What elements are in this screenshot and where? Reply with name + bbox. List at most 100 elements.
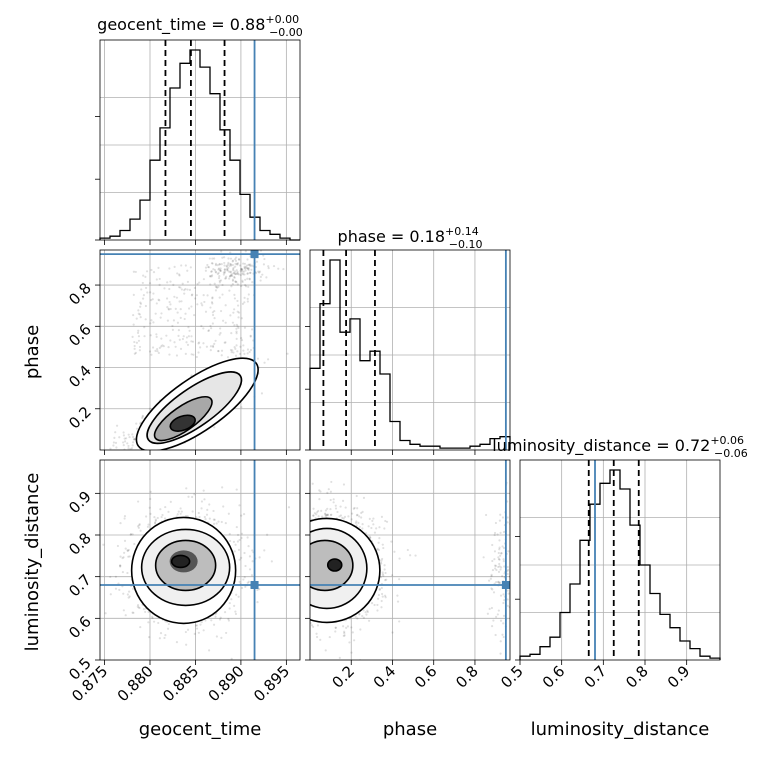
sample-point (180, 288, 183, 291)
sample-point (124, 452, 126, 454)
sample-point (119, 522, 122, 525)
sample-point (183, 292, 186, 295)
sample-point (109, 593, 112, 596)
sample-point (193, 286, 196, 290)
sample-point (222, 505, 225, 508)
sample-point (132, 435, 135, 439)
sample-point (97, 456, 99, 458)
sample-point (499, 554, 502, 557)
sample-point (218, 275, 221, 278)
sample-point (227, 261, 230, 264)
sample-point (215, 271, 218, 274)
panel-luminosity-distance-hist: 0.5 0.6 0.7 0.8 0.9 (497, 459, 721, 692)
sample-point (231, 260, 234, 263)
axes-frame (309, 249, 511, 451)
sample-point (152, 271, 156, 274)
sample-point (189, 266, 192, 269)
sample-point (202, 327, 205, 330)
title-luminosity-distance-minus: −0.06 (714, 447, 748, 460)
sample-point (231, 263, 234, 267)
sample-point (186, 280, 190, 283)
sample-point (126, 593, 129, 596)
sample-point (199, 346, 202, 349)
sample-point (202, 294, 205, 297)
sample-point (224, 304, 227, 307)
sample-point (328, 635, 331, 639)
sample-point (339, 514, 343, 517)
sample-point (191, 340, 195, 343)
sample-point (336, 510, 339, 514)
sample-point (493, 533, 496, 537)
sample-point (148, 350, 152, 353)
sample-point (502, 593, 505, 596)
sample-point (202, 629, 205, 632)
sample-point (236, 310, 239, 313)
sample-point (132, 323, 135, 326)
sample-point (343, 632, 346, 635)
y-tick-label: 0.8 (65, 279, 95, 309)
sample-point (186, 269, 189, 272)
sample-point (204, 310, 208, 313)
sample-point (188, 329, 191, 332)
sample-point (227, 257, 230, 260)
sample-point (338, 656, 341, 659)
sample-point (324, 513, 327, 516)
sample-point (318, 489, 321, 492)
sample-point (219, 331, 222, 335)
sample-point (249, 348, 253, 352)
sample-point (117, 462, 119, 464)
sample-point (195, 627, 199, 630)
sample-point (250, 574, 254, 577)
sample-point (347, 515, 350, 518)
sample-point (224, 277, 227, 280)
sample-point (377, 541, 380, 544)
sample-point (384, 579, 387, 582)
sample-point (180, 264, 183, 267)
sample-point (342, 483, 346, 486)
sample-point (243, 262, 247, 265)
sample-point (169, 280, 172, 283)
sample-point (217, 267, 221, 270)
sample-point (214, 339, 217, 342)
title-geocent-time: geocent_time = 0.88+0.00 −0.00 (97, 13, 303, 39)
sample-point (213, 309, 216, 313)
sample-point (169, 500, 172, 503)
sample-point (221, 256, 224, 259)
title-phase-plus: +0.14 (445, 225, 479, 238)
sample-point (230, 332, 233, 335)
x-tick-label: 0.4 (370, 662, 400, 692)
sample-point (498, 582, 501, 585)
sample-point (237, 595, 240, 598)
sample-point (223, 271, 226, 274)
sample-point (184, 352, 187, 355)
sample-point (229, 270, 232, 273)
sample-point (167, 308, 171, 311)
sample-point (362, 496, 366, 499)
sample-point (223, 264, 226, 267)
sample-point (234, 543, 237, 546)
sample-point (208, 517, 211, 520)
x-tick-label: 0.2 (328, 662, 358, 692)
sample-point (286, 352, 289, 355)
sample-point (342, 634, 345, 637)
sample-point (114, 575, 117, 578)
x-tick-label: 0.880 (114, 662, 157, 705)
sample-point (142, 274, 145, 277)
sample-point (232, 351, 235, 354)
sample-point (238, 258, 241, 261)
sample-point (506, 516, 509, 519)
sample-point (247, 263, 250, 267)
sample-point (131, 533, 134, 536)
sample-point (365, 532, 368, 535)
sample-point (381, 543, 384, 546)
sample-point (502, 530, 506, 534)
sample-point (154, 519, 157, 522)
histogram-step (99, 49, 300, 241)
sample-point (195, 294, 198, 297)
sample-point (330, 480, 333, 484)
sample-point (122, 431, 125, 434)
sample-point (129, 533, 132, 536)
sample-point (141, 297, 145, 300)
sample-point (368, 517, 371, 520)
sample-point (138, 349, 141, 352)
